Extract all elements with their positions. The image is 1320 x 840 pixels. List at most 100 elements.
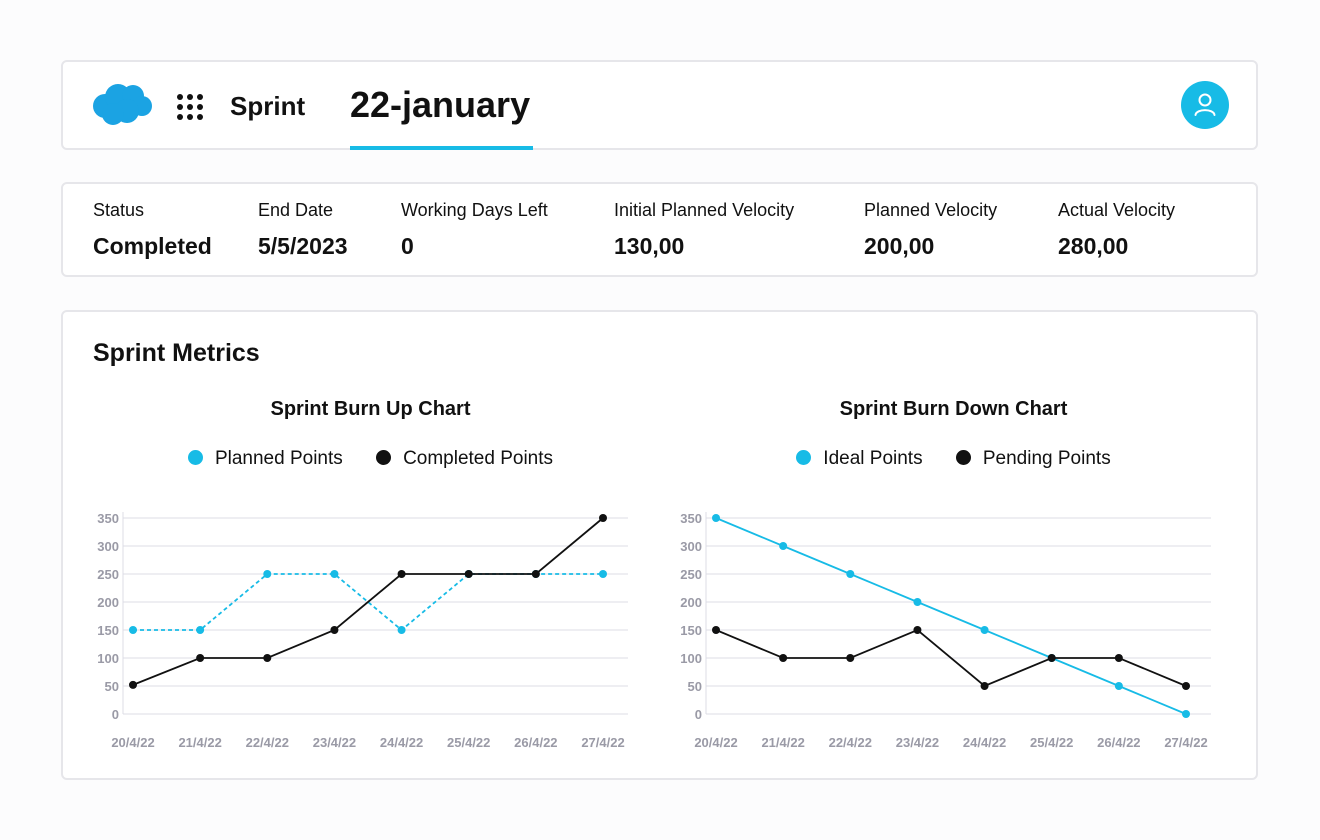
stat-label: Initial Planned Velocity bbox=[614, 200, 795, 220]
stat-label: End Date bbox=[258, 200, 334, 220]
legend-label: Ideal Points bbox=[823, 448, 923, 469]
y-tick-label: 50 bbox=[688, 679, 702, 694]
stat-value: 0 bbox=[401, 233, 414, 259]
active-tab-indicator bbox=[350, 146, 533, 150]
stat-initial-planned-velocity: Initial Planned Velocity 130,00 bbox=[614, 200, 794, 260]
user-icon bbox=[1194, 93, 1216, 116]
x-tick-label: 20/4/22 bbox=[111, 735, 154, 750]
stat-value: 130,00 bbox=[614, 233, 685, 259]
burn-up-chart: Sprint Burn Up Chart Planned Points Comp… bbox=[83, 392, 658, 762]
y-tick-label: 250 bbox=[97, 567, 119, 582]
data-point bbox=[913, 598, 922, 606]
data-point bbox=[464, 570, 473, 578]
legend-swatch bbox=[187, 450, 203, 465]
x-tick-label: 22/4/22 bbox=[246, 735, 289, 750]
chart-title: Sprint Burn Down Chart bbox=[839, 398, 1068, 420]
x-tick-label: 21/4/22 bbox=[178, 735, 221, 750]
x-tick-label: 23/4/22 bbox=[313, 735, 356, 750]
legend-swatch bbox=[376, 450, 392, 465]
y-tick-label: 200 bbox=[680, 595, 702, 610]
legend-label: Pending Points bbox=[982, 448, 1111, 469]
app-name: Sprint bbox=[230, 91, 306, 121]
y-tick-label: 0 bbox=[695, 707, 702, 722]
data-point bbox=[531, 570, 540, 578]
stat-value: 200,00 bbox=[864, 233, 935, 259]
x-tick-label: 26/4/22 bbox=[1097, 735, 1140, 750]
stat-value: 5/5/2023 bbox=[258, 233, 348, 259]
burn-down-chart: Sprint Burn Down Chart Ideal Points Pend… bbox=[666, 392, 1241, 762]
stat-planned-velocity: Planned Velocity 200,00 bbox=[864, 200, 997, 260]
x-tick-label: 21/4/22 bbox=[761, 735, 804, 750]
legend-item: Pending Points bbox=[955, 448, 1111, 470]
cloud-logo-icon bbox=[93, 84, 152, 125]
y-tick-label: 350 bbox=[680, 511, 702, 526]
x-tick-label: 26/4/22 bbox=[514, 735, 557, 750]
data-point bbox=[599, 514, 607, 522]
data-point bbox=[397, 570, 406, 578]
y-tick-label: 300 bbox=[97, 539, 119, 554]
y-tick-label: 0 bbox=[112, 707, 119, 722]
y-tick-label: 350 bbox=[97, 511, 119, 526]
data-point bbox=[330, 570, 339, 578]
x-tick-label: 27/4/22 bbox=[1164, 735, 1207, 750]
data-point bbox=[196, 626, 205, 634]
app-launcher-icon[interactable] bbox=[176, 93, 204, 121]
stat-status: Status Completed bbox=[93, 200, 212, 260]
stat-label: Working Days Left bbox=[401, 200, 548, 220]
data-point bbox=[980, 682, 989, 690]
y-tick-label: 50 bbox=[105, 679, 119, 694]
stat-actual-velocity: Actual Velocity 280,00 bbox=[1058, 200, 1175, 260]
user-avatar[interactable] bbox=[1181, 81, 1229, 129]
data-point bbox=[779, 654, 788, 662]
data-point bbox=[779, 542, 788, 550]
legend-item: Planned Points bbox=[187, 448, 343, 470]
legend-item: Completed Points bbox=[376, 448, 553, 470]
legend-swatch bbox=[955, 450, 971, 465]
legend-swatch bbox=[796, 450, 812, 465]
stat-label: Planned Velocity bbox=[864, 200, 998, 220]
y-tick-label: 200 bbox=[97, 595, 119, 610]
y-tick-label: 300 bbox=[680, 539, 702, 554]
data-point bbox=[913, 626, 922, 634]
x-tick-label: 23/4/22 bbox=[896, 735, 939, 750]
y-tick-label: 250 bbox=[680, 567, 702, 582]
data-point bbox=[1047, 654, 1056, 662]
x-tick-label: 24/4/22 bbox=[963, 735, 1006, 750]
header-bar: Sprint 22-january bbox=[61, 60, 1258, 150]
stat-end-date: End Date 5/5/2023 bbox=[258, 200, 348, 260]
burn-up-plot: 0 50 100 150 200 250 300 350 20/4/22 21/4/22 22/4/… bbox=[97, 511, 628, 750]
data-point bbox=[1114, 654, 1123, 662]
data-point bbox=[129, 680, 137, 689]
stat-working-days-left: Working Days Left 0 bbox=[401, 200, 548, 260]
data-point bbox=[330, 626, 339, 634]
chart-title: Sprint Burn Up Chart bbox=[270, 398, 471, 420]
x-tick-label: 20/4/22 bbox=[694, 735, 737, 750]
data-point bbox=[980, 626, 989, 634]
data-point bbox=[1182, 710, 1190, 718]
series-line bbox=[132, 517, 604, 686]
x-tick-label: 22/4/22 bbox=[829, 735, 872, 750]
data-point bbox=[129, 626, 137, 634]
data-point bbox=[712, 514, 720, 522]
x-tick-label: 25/4/22 bbox=[1030, 735, 1073, 750]
section-title: Sprint Metrics bbox=[93, 339, 260, 367]
x-tick-label: 27/4/22 bbox=[581, 735, 624, 750]
legend-label: Completed Points bbox=[403, 448, 554, 469]
sprint-metrics-panel: Sprint Metrics Sprint Burn Up Chart Plan… bbox=[61, 310, 1258, 780]
data-point bbox=[712, 626, 720, 634]
data-point bbox=[846, 654, 855, 662]
series-line bbox=[715, 517, 1187, 715]
data-point bbox=[1182, 682, 1190, 690]
data-point bbox=[1114, 682, 1123, 690]
stat-value: 280,00 bbox=[1058, 233, 1129, 259]
y-tick-label: 100 bbox=[680, 651, 702, 666]
sprint-details: Status Completed End Date 5/5/2023 Worki… bbox=[61, 182, 1258, 277]
data-point bbox=[599, 570, 607, 578]
y-tick-label: 100 bbox=[97, 651, 119, 666]
legend-item: Ideal Points bbox=[796, 448, 923, 470]
data-point bbox=[397, 626, 406, 634]
stat-label: Actual Velocity bbox=[1058, 200, 1176, 220]
data-point bbox=[263, 654, 272, 662]
series-line bbox=[715, 628, 1187, 688]
chart-legend: Ideal Points Pending Points bbox=[666, 448, 1241, 470]
